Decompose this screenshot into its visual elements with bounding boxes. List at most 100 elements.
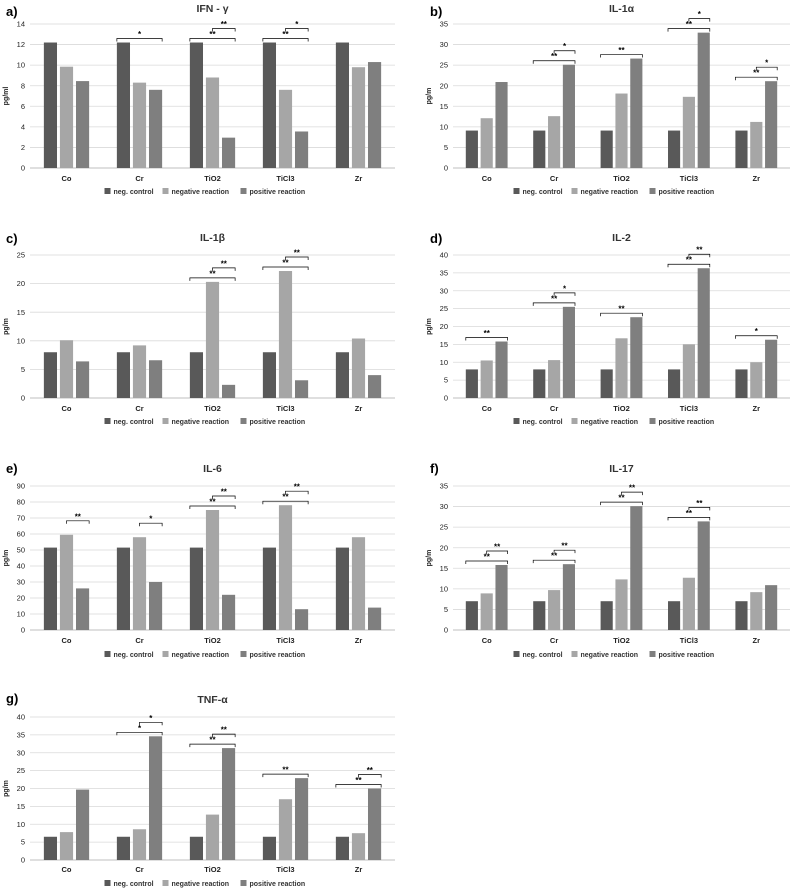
bar-positive-reaction-tio2 <box>630 506 643 630</box>
y-tick-label: 25 <box>17 251 25 260</box>
y-tick-label: 10 <box>440 358 448 367</box>
bar-negative-reaction-tio2 <box>205 77 220 168</box>
y-tick-label: 15 <box>17 308 25 317</box>
chart-title: IL-17 <box>609 463 634 475</box>
bar-neg-control-zr <box>335 352 350 398</box>
legend-label-negative-reaction: negative reaction <box>172 189 230 196</box>
y-tick-label: 40 <box>17 562 25 571</box>
significance-label: ** <box>618 494 625 503</box>
y-tick-label: 35 <box>440 20 448 29</box>
bar-positive-reaction-tio2 <box>221 384 236 398</box>
y-tick-label: 20 <box>17 594 25 603</box>
y-tick-label: 10 <box>17 336 25 345</box>
y-tick-label: 10 <box>17 610 25 619</box>
bar-neg-control-co <box>465 130 478 168</box>
legend-label-negative-reaction: negative reaction <box>172 652 230 659</box>
y-axis-label: pg/m <box>426 318 433 335</box>
x-tick-label: TiCl3 <box>680 404 698 413</box>
bar-neg-control-tio2 <box>600 601 613 630</box>
x-tick-label: Co <box>62 404 72 413</box>
bar-neg-control-ticl3 <box>262 352 277 398</box>
significance-bracket <box>335 784 382 788</box>
bar-neg-control-zr <box>735 369 748 398</box>
bar-negative-reaction-ticl3 <box>278 89 293 168</box>
bar-negative-reaction-zr <box>750 362 763 398</box>
bar-positive-reaction-cr <box>562 306 575 398</box>
bar-positive-reaction-cr <box>148 360 163 398</box>
bar-negative-reaction-ticl3 <box>682 96 695 168</box>
significance-bracket <box>139 721 163 726</box>
bar-neg-control-co <box>43 42 58 169</box>
bar-neg-control-tio2 <box>600 369 613 398</box>
x-tick-label: TiCl3 <box>276 174 294 183</box>
y-tick-label: 60 <box>17 530 25 539</box>
y-tick-label: 20 <box>17 279 25 288</box>
bar-neg-control-co <box>465 601 478 630</box>
significance-label: ** <box>551 52 558 61</box>
y-tick-label: 30 <box>440 502 448 511</box>
bar-neg-control-ticl3 <box>262 836 277 860</box>
y-tick-label: 20 <box>440 543 448 552</box>
y-axis-label: pg/m <box>3 550 10 567</box>
bar-negative-reaction-zr <box>351 338 366 398</box>
x-tick-label: Co <box>62 636 72 645</box>
y-tick-label: 0 <box>21 394 25 403</box>
panel-letter: f) <box>430 461 439 476</box>
x-tick-label: Zr <box>355 636 363 645</box>
significance-bracket <box>285 28 309 32</box>
x-tick-label: TiO2 <box>204 404 221 413</box>
y-tick-label: 5 <box>444 143 448 152</box>
y-tick-label: 5 <box>21 365 25 374</box>
y-tick-label: 2 <box>21 143 25 152</box>
legend-label-neg-control: neg. control <box>114 652 154 659</box>
significance-label: ** <box>209 269 216 278</box>
significance-bracket <box>285 256 309 261</box>
bar-negative-reaction-ticl3 <box>682 577 695 630</box>
legend-label-neg-control: neg. control <box>114 189 154 196</box>
bar-negative-reaction-cr <box>132 345 147 398</box>
significance-bracket <box>486 550 508 554</box>
x-tick-label: Co <box>482 636 492 645</box>
significance-label: * <box>755 327 759 336</box>
significance-label: ** <box>282 766 289 775</box>
x-tick-label: TiO2 <box>204 636 221 645</box>
legend-label-positive-reaction: positive reaction <box>659 419 715 426</box>
bar-positive-reaction-ticl3 <box>294 609 309 630</box>
y-tick-label: 5 <box>21 838 25 847</box>
x-tick-label: Cr <box>135 174 143 183</box>
y-tick-label: 15 <box>440 564 448 573</box>
bar-negative-reaction-tio2 <box>205 281 220 398</box>
x-tick-label: Zr <box>753 636 761 645</box>
bar-neg-control-zr <box>735 130 748 168</box>
bar-negative-reaction-tio2 <box>205 510 220 630</box>
legend-label-positive-reaction: positive reaction <box>250 881 306 888</box>
legend-swatch-neg-control <box>513 418 520 424</box>
bar-positive-reaction-tio2 <box>630 58 643 169</box>
x-tick-label: Cr <box>550 636 558 645</box>
bar-negative-reaction-co <box>59 340 74 398</box>
bar-neg-control-cr <box>533 369 546 398</box>
bar-negative-reaction-co <box>480 360 493 398</box>
chart-panel-c: c) IL-1β pg/m 0 5 10 15 20 25 Co Cr TiO2 TiCl3 Zr ** **… <box>3 231 395 426</box>
significance-bracket <box>688 253 711 258</box>
bar-neg-control-cr <box>533 130 546 168</box>
legend-label-positive-reaction: positive reaction <box>250 652 306 659</box>
bar-negative-reaction-ticl3 <box>278 271 293 398</box>
significance-label: ** <box>221 259 228 268</box>
bar-positive-reaction-cr <box>562 64 575 168</box>
panel-letter: c) <box>6 231 18 246</box>
x-tick-label: Cr <box>135 404 143 413</box>
chart-title: IL-6 <box>203 463 222 475</box>
significance-label: ** <box>618 305 625 314</box>
x-tick-label: Co <box>62 174 72 183</box>
bar-neg-control-cr <box>116 547 131 630</box>
significance-bracket <box>667 28 711 32</box>
bar-negative-reaction-cr <box>548 116 561 168</box>
bar-positive-reaction-ticl3 <box>697 521 710 630</box>
y-tick-label: 6 <box>21 102 25 111</box>
panel-letter: d) <box>430 231 442 246</box>
significance-label: ** <box>282 30 289 39</box>
bar-negative-reaction-zr <box>351 833 366 860</box>
y-tick-label: 25 <box>440 523 448 532</box>
bar-neg-control-cr <box>116 836 131 860</box>
